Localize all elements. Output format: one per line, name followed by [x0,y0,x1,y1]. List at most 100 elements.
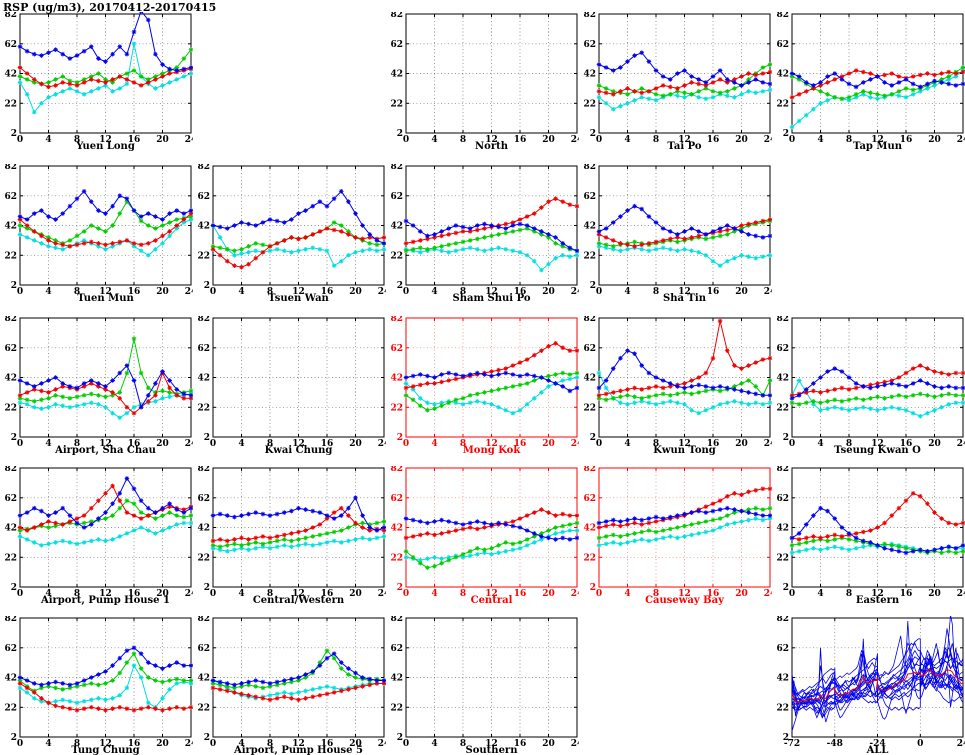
series-markers-blue [17,12,193,73]
x-tick-label: 4 [817,439,823,449]
x-tick-label: 20 [349,439,362,449]
x-tick-label: 4 [238,287,244,297]
y-tick-label: 62 [197,644,210,654]
y-tick-label: 42 [390,222,403,232]
y-tick-label: 22 [4,553,17,563]
y-tick-label: 22 [390,403,403,413]
y-tick-label: 82 [583,164,596,172]
x-tick-label: 8 [653,287,659,297]
x-tick-label: 16 [321,589,334,599]
y-tick-label: 42 [197,524,210,534]
y-tick-label: 2 [11,129,17,139]
chart-panel-tung-chung: 22242628204812162024Tung Chung [4,616,193,755]
x-tick-label: 8 [267,439,273,449]
y-tick-label: 82 [390,316,403,324]
station-label: Central/Western [253,595,345,605]
y-tick-label: 42 [583,70,596,80]
y-tick-label: 62 [776,494,789,504]
x-tick-label: 12 [678,287,691,297]
x-tick-label: 8 [653,589,659,599]
x-tick-label: 24 [764,589,772,599]
x-tick-label: 8 [460,589,466,599]
x-tick-label: 16 [514,739,527,749]
chart-panel-sha-tin: 22242628204812162024Sha Tin [583,164,772,303]
x-tick-label: 12 [99,287,112,297]
y-tick-label: 82 [583,12,596,20]
x-tick-label: 20 [542,439,555,449]
series-markers-green [596,505,772,541]
y-tick-label: 62 [583,494,596,504]
chart-panel-kwun-tong: 22242628204812162024Kwun Tong [583,316,772,455]
x-tick-label: 24 [185,589,193,599]
x-tick-label: 8 [460,739,466,749]
station-label: Tuen Mun [77,293,134,303]
series-markers-red [17,211,193,249]
x-tick-label: 16 [128,135,141,145]
chart-panel-airport-pump-house-5: 22242628204812162024Airport, Pump House … [197,616,386,755]
chart-panel-central: 22242628204812162024Central [390,466,579,605]
x-tick-label: 20 [156,287,169,297]
y-tick-label: 2 [397,433,403,443]
x-tick-label: 0 [403,287,409,297]
x-tick-label: 24 [571,439,579,449]
series-markers-red [17,681,193,713]
all-mean-line [791,668,964,704]
x-tick-label: 8 [74,739,80,749]
x-tick-label: 8 [74,135,80,145]
x-tick-label: 4 [817,589,823,599]
x-tick-label: 24 [378,439,386,449]
x-tick-label: 0 [210,739,216,749]
x-tick-label: 4 [817,135,823,145]
x-tick-label: 0 [789,439,795,449]
series-markers-blue [17,476,193,530]
y-tick-label: 2 [11,281,17,291]
series-markers-red [789,363,965,398]
x-tick-label: 0 [403,589,409,599]
series-markers-cyan [17,41,193,115]
series-markers-cyan [17,520,193,548]
x-tick-label: 0 [789,589,795,599]
x-tick-label: 16 [707,287,720,297]
y-tick-label: 82 [4,466,17,474]
y-tick-label: 82 [390,616,403,624]
x-tick-label: 20 [542,739,555,749]
x-tick-label: 12 [871,439,884,449]
series-markers-blue [17,189,193,222]
y-tick-label: 42 [4,70,17,80]
x-tick-label: 12 [99,135,112,145]
x-tick-label: 20 [156,135,169,145]
x-tick-label: 20 [735,439,748,449]
x-tick-label: 20 [735,135,748,145]
y-tick-label: 82 [583,466,596,474]
y-tick-label: 22 [390,703,403,713]
x-tick-label: 20 [542,135,555,145]
y-tick-label: 82 [390,164,403,172]
series-markers-blue [596,348,772,398]
x-tick-label: 20 [156,439,169,449]
x-tick-label: 12 [678,439,691,449]
x-tick-label: 16 [900,439,913,449]
station-label: Sham Shui Po [453,293,531,303]
series-markers-blue [789,505,965,556]
chart-panel-tseung-kwan-o: 22242628204812162024Tseung Kwan O [776,316,965,455]
y-tick-label: 82 [776,12,789,20]
chart-panel-tap-mun: 22242628204812162024Tap Mun [776,12,965,151]
x-tick-label: 0 [210,287,216,297]
series-markers-blue [210,495,386,533]
series-markers-blue [17,363,193,410]
y-tick-label: 22 [390,251,403,261]
x-tick-label: 0 [917,739,923,749]
y-tick-label: 22 [583,251,596,261]
series-markers-blue [596,203,772,240]
series-markers-blue [596,505,772,526]
x-tick-label: 4 [45,439,51,449]
series-markers-cyan [596,516,772,548]
x-tick-label: 24 [957,739,965,749]
x-tick-label: 16 [514,439,527,449]
y-tick-label: 2 [783,733,789,743]
station-label: Causeway Bay [645,595,725,605]
y-tick-label: 82 [197,164,210,172]
chart-panel-yuen-long: 22242628204812162024Yuen Long [4,12,193,151]
x-tick-label: 4 [624,439,630,449]
